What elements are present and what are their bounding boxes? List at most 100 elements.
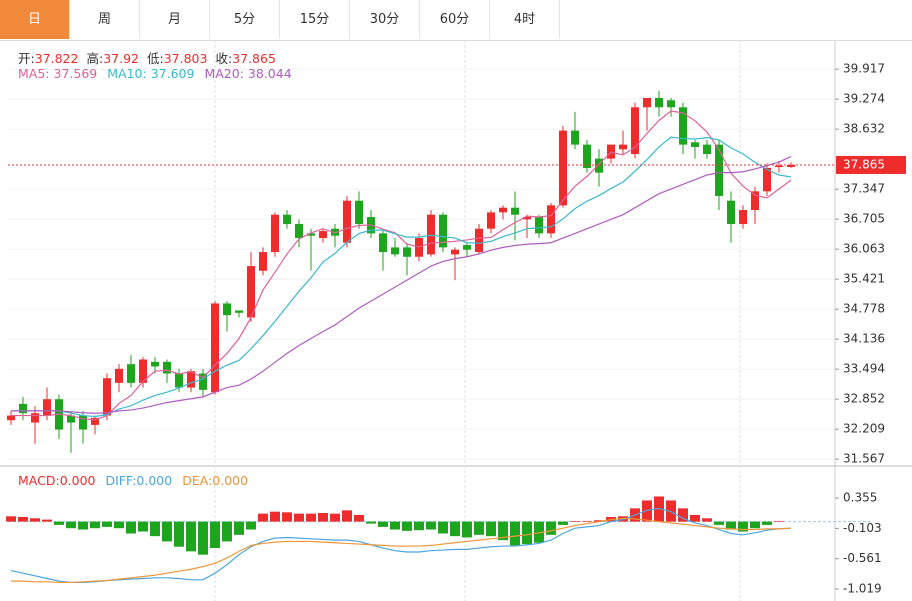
macd-bar [90,521,100,529]
macd-legend-item: DIFF:0.000 [105,473,172,488]
tab[interactable]: 15分 [280,0,350,39]
candle-body [487,212,495,229]
info-label: 开: [18,51,35,66]
info-item: 高:37.92 [86,48,139,67]
macd-bar [438,521,448,534]
macd-bar [366,521,376,524]
macd-bar [342,510,352,522]
y-tick-label: -0.103 [843,521,882,535]
macd-bar [42,519,52,522]
tab[interactable]: 4时 [490,0,560,39]
macd-legend: MACD:0.000 DIFF:0.000 DEA:0.000 [18,473,248,488]
tab[interactable]: 周 [70,0,140,39]
macd-bar [510,521,520,546]
y-tick-label: 34.778 [843,302,885,316]
candle-body [139,359,147,383]
y-tick-label: -0.561 [843,551,882,565]
macd-bar [498,521,508,541]
candle-body [43,399,51,416]
candle-body [331,228,339,236]
candle-body [127,364,135,383]
macd-bar [474,521,484,535]
indicator-name: DIFF: [105,473,137,488]
ma-legend: MA5: 37.569 MA10: 37.609 MA20: 38.044 [18,66,292,81]
macd-bar [210,521,220,549]
candle-body [775,165,783,168]
indicator-name: MACD: [18,473,60,488]
last-price-box [836,155,906,174]
macd-bar [426,521,436,530]
macd-bar [222,521,232,542]
macd-bar [654,496,664,522]
candle-body [523,217,531,220]
info-value: 37.865 [232,51,276,66]
candle-body [211,303,219,393]
indicator-name: DEA: [182,473,213,488]
candle-body [763,167,771,192]
macd-bar [102,521,112,527]
y-tick-label: 31.567 [843,452,885,466]
candle-body [379,233,387,253]
y-tick-label: -1.019 [843,582,882,596]
tab[interactable]: 30分 [350,0,420,39]
macd-bar [486,521,496,537]
y-tick-label: 37.347 [843,182,885,196]
candle-body [199,373,207,390]
ma-legend-item: MA20: 38.044 [204,66,291,81]
candle-body [535,217,543,234]
candle-body [583,144,591,168]
candle-body [343,200,351,243]
macd-bar [750,521,760,529]
candle-body [355,200,363,225]
macd-bar [582,520,592,522]
tab[interactable]: 60分 [420,0,490,39]
macd-bar [258,513,268,522]
tab[interactable]: 日 [0,0,70,39]
macd-bar [294,513,304,522]
macd-bar [66,521,76,529]
macd-bar [270,511,280,522]
tab-bar: 日周月 5分 15分 30分 60分 4时 [0,0,912,41]
candle-body [295,224,303,239]
candle-body [175,373,183,388]
candle-body [283,214,291,225]
candle-body [787,164,795,167]
macd-bar [330,513,340,522]
tab[interactable]: 月 [140,0,210,39]
indicator-value: 0.000 [212,473,249,488]
info-item: 开:37.822 [18,48,78,67]
macd-bar [462,521,472,538]
macd-bar [378,521,388,527]
ma-legend-item: MA5: 37.569 [18,66,97,81]
macd-bar [534,521,544,543]
line-series [11,517,792,584]
line-series [11,136,792,418]
y-tick-label: 38.632 [843,122,885,136]
y-tick-label: 35.421 [843,272,885,286]
candle-body [439,214,447,248]
macd-bar [54,521,64,525]
macd-bar [570,520,580,522]
candle-body [475,228,483,253]
candle-body [271,214,279,253]
macd-bar [774,520,784,522]
candle-body [667,100,675,108]
line-series [11,156,792,414]
macd-bar [666,500,676,522]
candle-body [427,214,435,255]
indicator-value: 0.000 [136,473,173,488]
macd-bar [162,521,172,542]
macd-legend-item: MACD:0.000 [18,473,95,488]
indicator-value: 0.000 [59,473,96,488]
candle-body [511,207,519,215]
tab[interactable]: 5分 [210,0,280,39]
macd-bar [618,516,628,522]
last-price-label: 37.865 [843,157,885,171]
macd-bar [174,521,184,547]
macd-bar [558,521,568,525]
candle-body [595,158,603,173]
candle-body [79,415,87,430]
candle-body [151,361,159,367]
macd-bar [6,516,16,522]
